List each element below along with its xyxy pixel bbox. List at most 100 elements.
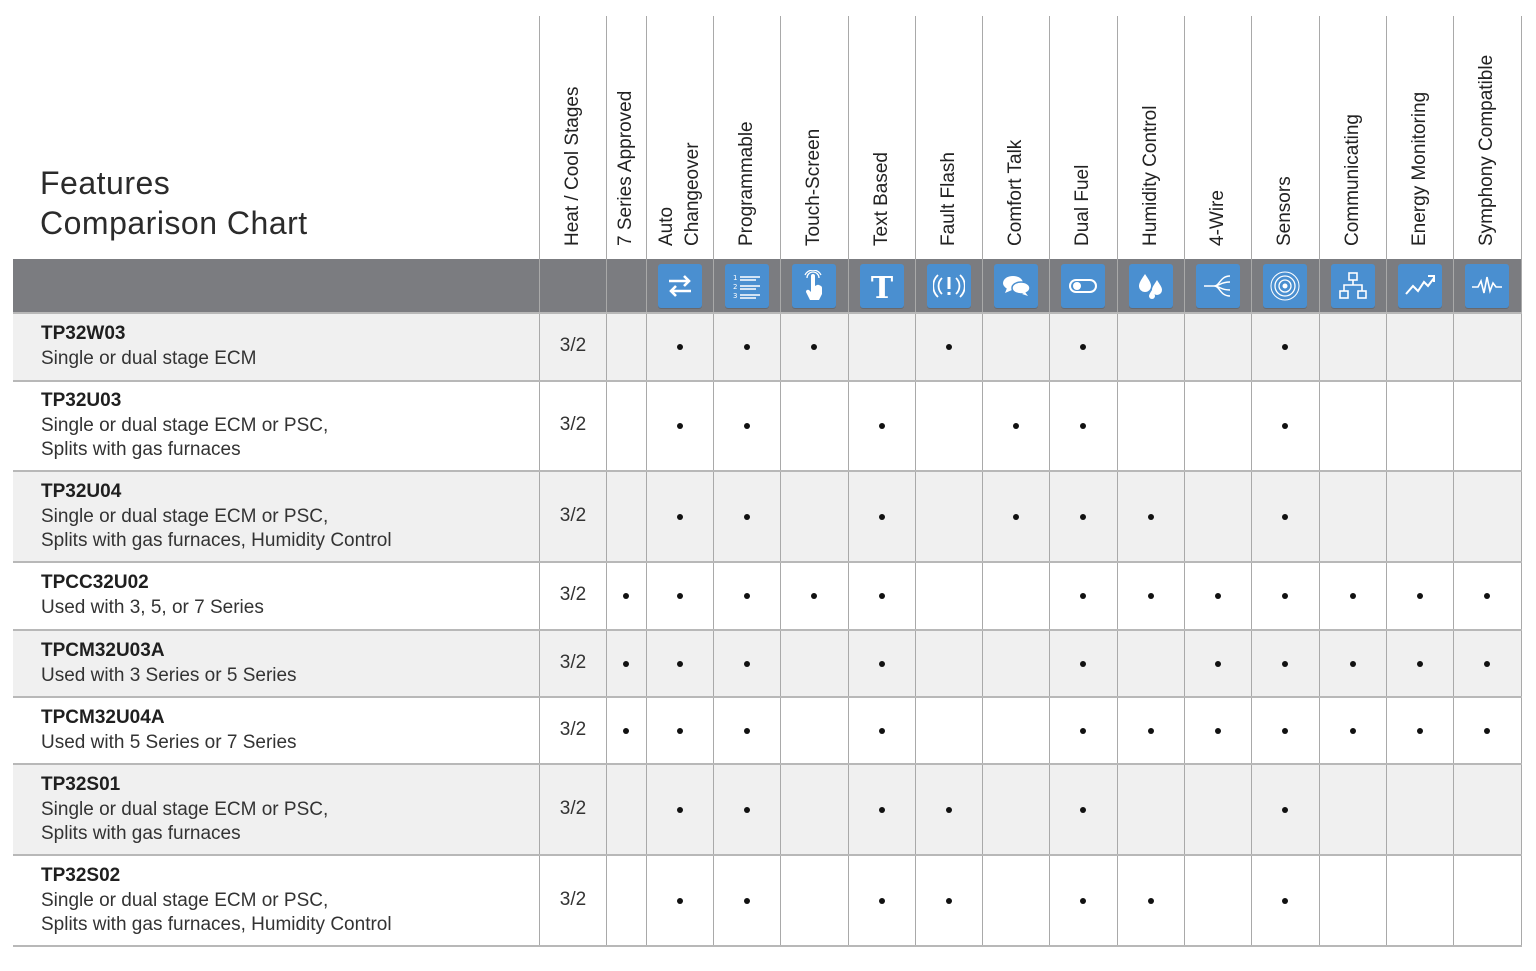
column-header-comm: Communicating: [1319, 18, 1386, 256]
table-row: [13, 630, 1522, 697]
feature-dot-dual: [1080, 423, 1086, 429]
icon-cell: [1386, 262, 1453, 310]
feature-dot-fault: [945, 806, 952, 813]
column-header-energy: Energy Monitoring: [1386, 18, 1453, 256]
icon-cell: [915, 262, 982, 310]
model-name: TP32U03: [41, 390, 122, 411]
feature-dot-dual: [1080, 513, 1086, 520]
column-divider: [1521, 16, 1522, 946]
feature-dot-prog: [743, 344, 750, 350]
feature-dot-text: [878, 660, 885, 667]
row-divider: [13, 470, 1522, 472]
four-wire-icon: [1195, 264, 1240, 308]
column-header-label: Auto Changeover: [655, 142, 703, 246]
feature-dot-sensors: [1282, 593, 1288, 599]
column-header-label: 7 Series Approved: [615, 90, 636, 246]
heat-cool-stages-value: 3/2: [559, 504, 587, 526]
feature-dot-wire: [1214, 727, 1221, 734]
row-divider: [13, 854, 1522, 856]
column-header-humid: Humidity Control: [1117, 18, 1184, 256]
column-header-label: Energy Monitoring: [1408, 91, 1430, 246]
icon-cell: [646, 262, 713, 310]
column-header-fault: Fault Flash: [915, 18, 982, 256]
feature-dot-text: [878, 806, 885, 813]
feature-dot-auto: [676, 513, 683, 520]
feature-dot-comm: [1349, 727, 1356, 734]
feature-dot-sensors: [1282, 423, 1288, 429]
icon-cell: [1117, 262, 1184, 310]
sensors-icon: [1263, 264, 1307, 308]
table-row: [13, 697, 1522, 764]
model-name: TPCC32U02: [41, 572, 149, 593]
column-divider: [539, 16, 540, 946]
icon-cell: [1184, 262, 1251, 310]
auto-changeover-icon: [657, 264, 702, 308]
title-line-1: Features: [40, 165, 171, 201]
column-header-label: Symphony Compatible: [1476, 54, 1497, 246]
icon-cell: [1453, 262, 1521, 310]
touch-screen-icon: [792, 264, 836, 308]
feature-dot-prog: [743, 593, 750, 599]
feature-dot-series7: [623, 660, 629, 667]
column-header-auto: Auto Changeover: [646, 18, 713, 256]
table-row: [13, 855, 1522, 946]
feature-dot-dual: [1080, 344, 1086, 350]
column-header-dual: Dual Fuel: [1049, 18, 1117, 256]
model-name: TP32U04: [41, 480, 122, 502]
column-header-symph: Symphony Compatible: [1453, 18, 1521, 256]
column-header-label: Sensors: [1274, 176, 1295, 246]
model-name: TPCM32U04A: [41, 706, 165, 728]
feature-dot-text: [878, 423, 885, 429]
feature-dot-prog: [743, 727, 750, 734]
feature-dot-sensors: [1282, 727, 1288, 734]
feature-dot-prog: [743, 423, 750, 429]
icon-cell: T: [848, 262, 915, 310]
model-description: Used with 5 Series or 7 Series: [41, 731, 297, 753]
icon-cell: [1251, 262, 1319, 310]
feature-dot-text: [878, 727, 885, 734]
feature-dot-prog: [743, 660, 750, 667]
model-description: Single or dual stage ECM or PSC, Splits …: [41, 415, 329, 460]
text-based-icon: T: [859, 264, 904, 308]
feature-dot-energy: [1416, 727, 1423, 734]
humidity-control-icon: [1128, 264, 1173, 308]
feature-dot-comm: [1349, 660, 1356, 667]
row-divider: [13, 629, 1522, 631]
dual-fuel-icon: [1061, 264, 1105, 308]
heat-cool-stages-value: 3/2: [559, 651, 587, 673]
feature-dot-auto: [676, 897, 683, 904]
table-row: [13, 381, 1522, 471]
feature-dot-comm: [1349, 593, 1356, 599]
column-header-label: Fault Flash: [937, 152, 959, 246]
column-header-label: 4-Wire: [1206, 190, 1228, 246]
model-description: Single or dual stage ECM or PSC, Splits …: [41, 889, 392, 935]
column-header-label: Heat / Cool Stages: [561, 86, 583, 246]
icon-cell: [780, 262, 848, 310]
model-name: TP32W03: [41, 323, 126, 344]
feature-dot-auto: [676, 660, 683, 667]
feature-dot-humid: [1147, 593, 1154, 599]
column-header-label: Dual Fuel: [1072, 164, 1093, 246]
column-header-comfort: Comfort Talk: [982, 18, 1049, 256]
feature-dot-touch: [811, 344, 817, 350]
heat-cool-stages-value: 3/2: [559, 888, 587, 910]
heat-cool-stages-value: 3/2: [559, 414, 587, 435]
feature-dot-wire: [1214, 593, 1221, 599]
feature-dot-dual: [1080, 593, 1086, 599]
feature-dot-symph: [1484, 727, 1490, 734]
feature-dot-dual: [1080, 660, 1086, 667]
icon-cell: [1319, 262, 1386, 310]
column-divider: [982, 16, 983, 946]
feature-dot-symph: [1484, 593, 1490, 599]
feature-dot-prog: [743, 897, 750, 904]
column-header-sensors: Sensors: [1251, 18, 1319, 256]
svg-text:3: 3: [733, 292, 737, 300]
column-divider: [713, 16, 714, 946]
column-header-touch: Touch-Screen: [780, 18, 848, 256]
column-divider: [1184, 16, 1185, 946]
feature-dot-energy: [1416, 660, 1423, 667]
feature-dot-touch: [811, 593, 817, 599]
heat-cool-stages-value: 3/2: [559, 718, 587, 740]
